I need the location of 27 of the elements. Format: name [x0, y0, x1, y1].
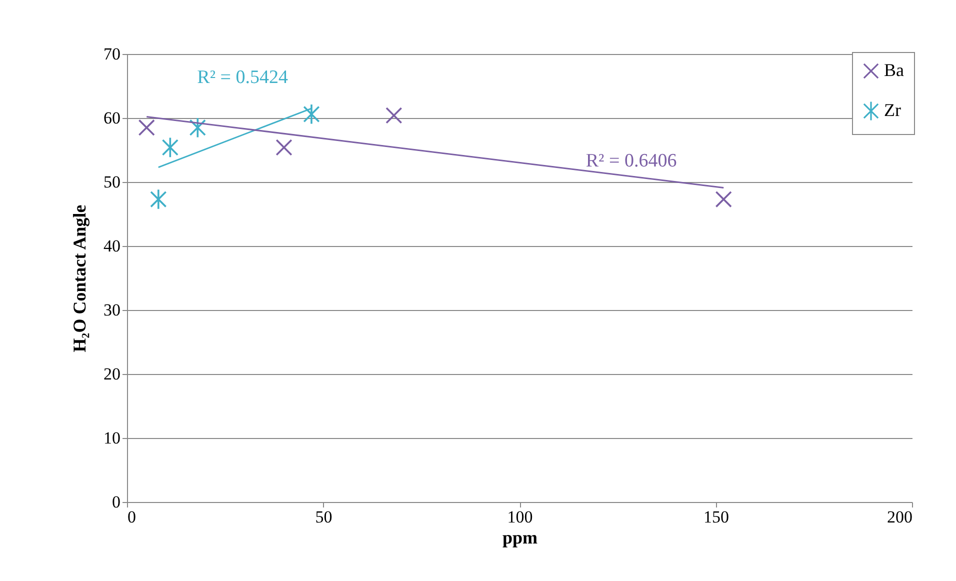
- point: [715, 190, 732, 208]
- y-tick-label: 40: [104, 236, 120, 256]
- annotation: R² = 0.6406: [586, 150, 677, 172]
- y-tick-label: 10: [104, 428, 120, 448]
- point: [386, 107, 402, 124]
- y-tick-label: 0: [112, 492, 120, 512]
- x-tick-label: 150: [704, 508, 729, 526]
- x-tick-label: 100: [507, 508, 533, 526]
- point: [276, 139, 292, 156]
- point: [189, 117, 206, 138]
- y-tick-label: 70: [104, 44, 120, 64]
- point: [303, 104, 320, 125]
- y-tick-label: 20: [104, 364, 120, 384]
- x-axis-title: ppm: [502, 528, 538, 548]
- legend-label: Ba: [884, 60, 904, 80]
- x-tick-label: 0: [128, 508, 136, 526]
- annotation: R² = 0.5424: [197, 66, 289, 88]
- point: [150, 188, 167, 210]
- point: [162, 136, 178, 158]
- x-tick-label: 200: [887, 508, 912, 526]
- y-tick-label: 30: [104, 300, 120, 320]
- legend-label: Zr: [884, 100, 901, 120]
- point: [138, 119, 155, 136]
- y-tick-label: 60: [104, 108, 120, 128]
- y-axis-title: H₂O Contact Angle: [70, 204, 90, 352]
- x-tick-label: 50: [315, 508, 332, 526]
- y-tick-label: 50: [104, 172, 120, 192]
